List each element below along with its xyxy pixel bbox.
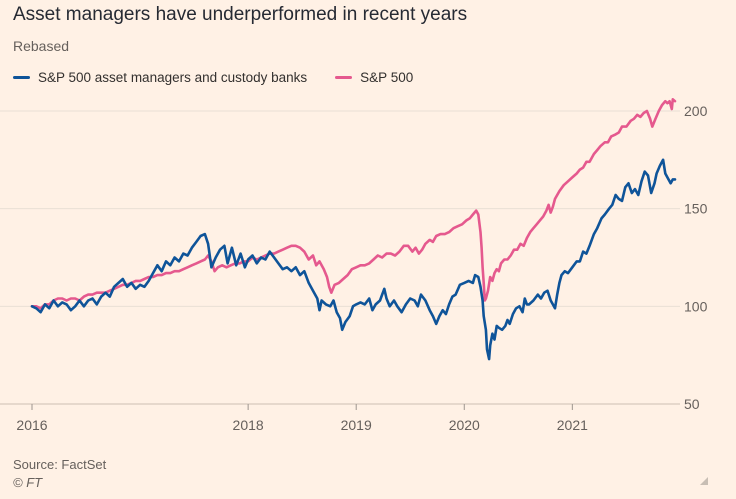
legend-item-sp500: S&P 500 [335,70,413,85]
y-tick-label: 200 [684,103,708,119]
x-tick-label: 2021 [557,417,588,433]
legend-label-sp500: S&P 500 [360,70,414,85]
chart-subtitle: Rebased [13,38,70,54]
legend-swatch-asset-managers [13,76,30,79]
chart-title: Asset managers have underperformed in re… [13,4,468,25]
legend-label-asset-managers: S&P 500 asset managers and custody banks [38,70,308,85]
x-tick-label: 2016 [16,417,47,433]
resize-corner-icon [700,477,708,485]
y-tick-label: 50 [684,396,700,412]
legend-item-asset-managers: S&P 500 asset managers and custody banks [13,70,307,85]
legend-swatch-sp500 [335,76,353,79]
copyright-note: © FT [13,475,43,490]
y-tick-label: 100 [684,298,708,314]
x-tick-label: 2019 [341,417,372,433]
source-note: Source: FactSet [13,457,107,472]
x-tick-label: 2018 [233,417,264,433]
chart-legend: S&P 500 asset managers and custody banks… [13,70,441,85]
x-tick-label: 2020 [449,417,480,433]
series-line-sp500 [30,98,677,310]
series-line-asset-managers [30,158,677,361]
y-tick-label: 150 [684,201,708,217]
